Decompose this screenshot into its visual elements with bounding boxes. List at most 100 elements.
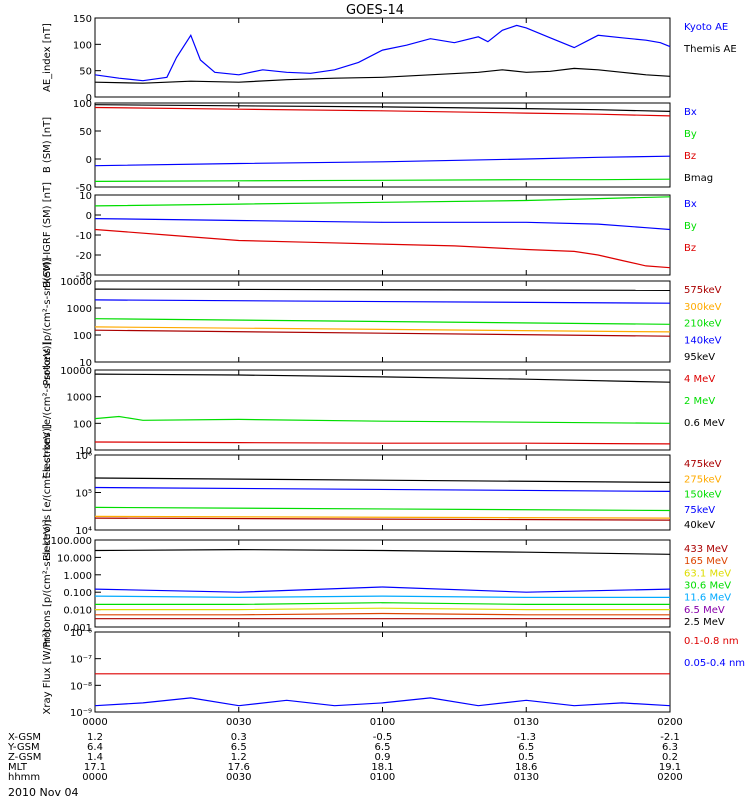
footer-value: 0200 (657, 772, 682, 783)
legend-entry: 63.1 MeV (684, 568, 731, 579)
series-2-mev (94, 415, 671, 424)
series-by (94, 196, 671, 207)
y-tick-label: 50 (79, 67, 92, 78)
legend-entry: 475keV (684, 459, 722, 470)
series-2-5-mev (94, 548, 671, 555)
footer-value: 6.5 (518, 742, 534, 753)
legend-entry: By (684, 129, 697, 140)
chart-title: GOES-14 (346, 3, 404, 18)
series-95kev (94, 288, 671, 291)
y-tick-label: 0.010 (63, 606, 92, 617)
series-kyoto-ae (94, 24, 671, 82)
footer-value: 0100 (370, 772, 395, 783)
legend-entry: 433 MeV (684, 544, 728, 555)
legend-entry: 4 MeV (684, 374, 715, 385)
y-tick-label: 10000 (60, 277, 92, 288)
date-label: 2010 Nov 04 (8, 786, 78, 799)
footer-value: 1.4 (87, 752, 103, 763)
series-300kev (94, 326, 671, 333)
y-tick-label: 50 (79, 127, 92, 138)
y-tick-label: 100 (73, 419, 92, 430)
legend-entry: 0.05-0.4 nm (684, 658, 745, 669)
footer-value: 6.3 (662, 742, 678, 753)
legend-entry: 275keV (684, 474, 722, 485)
y-tick-label: 100 (73, 331, 92, 342)
legend-entry: 30.6 MeV (684, 581, 731, 592)
legend-entry: Bx (684, 199, 697, 210)
series-bmag (94, 104, 671, 112)
footer-value: 18.6 (515, 762, 537, 773)
footer-value: 6.5 (231, 742, 247, 753)
legend-entry: 2.5 MeV (684, 617, 725, 628)
y-tick-label: 10⁵ (75, 489, 92, 500)
legend-entry: 75keV (684, 505, 715, 516)
y-tick-label: 0 (86, 211, 92, 222)
legend-entry: Bz (684, 151, 696, 162)
series-30-6-mev (95, 602, 670, 606)
series-63-1-mev (95, 607, 670, 611)
y-axis-label: Electrons [e/(cm²-s-sr-keV)] (42, 424, 53, 561)
legend-entry: Themis AE (683, 44, 737, 55)
legend-entry: 150keV (684, 490, 722, 501)
y-tick-label: 0 (86, 93, 92, 104)
footer-value: -0.5 (373, 732, 393, 743)
footer-value: 1.2 (231, 752, 247, 763)
series-150kev (94, 506, 671, 512)
y-tick-label: 100 (73, 40, 92, 51)
panel-7: 0.001 0.010 0.100 1.000 10.000 100.000Protons… (42, 519, 731, 647)
legend-entry: By (684, 221, 697, 232)
footer-value: 17.6 (228, 762, 250, 773)
footer-value: 0130 (514, 772, 539, 783)
footer-row-label: MLT (8, 762, 28, 773)
series-4-mev (94, 441, 671, 445)
y-tick-label: -50 (76, 183, 92, 194)
footer-value: 17.1 (84, 762, 106, 773)
series-0-05-0-4-nm (94, 697, 671, 707)
footer-value: 6.5 (375, 742, 391, 753)
legend-entry: 575keV (684, 285, 722, 296)
y-tick-label: 150 (73, 14, 92, 25)
footer-row-label: hhmm (8, 772, 40, 783)
series-165-mev (95, 612, 670, 616)
y-tick-label: 10 (79, 358, 92, 369)
y-tick-label: -30 (76, 271, 92, 282)
y-axis-label: Protons [p/(cm²-s-sr-keV)] (42, 519, 53, 647)
legend-entry: Bz (684, 243, 696, 254)
footer-value: 0.3 (231, 732, 247, 743)
legend-entry: 0.1-0.8 nm (684, 636, 739, 647)
series-bx (94, 155, 671, 167)
legend-entry: 95keV (684, 352, 715, 363)
y-tick-label: -20 (76, 251, 92, 262)
footer-value: 0.5 (518, 752, 534, 763)
footer-row-label: Y-GSM (7, 742, 40, 753)
footer-value: -2.1 (660, 732, 680, 743)
panel-2: -50 0 50 100 B (SM) [nT] Bx By Bz Bmag (42, 99, 713, 194)
footer-row-label: X-GSM (8, 732, 41, 743)
legend-entry: 210keV (684, 319, 722, 330)
series-140kev (94, 299, 671, 304)
panel-3: -30 -20 -10 0 10 B(SM)-IGRF (SM) [nT] Bx By Bz (42, 182, 697, 288)
series-bz (94, 106, 671, 117)
y-axis-label: Xray Flux [W/m²] (42, 629, 53, 714)
series-210kev (94, 318, 671, 325)
panel-frame (94, 369, 671, 451)
footer-value: 19.1 (659, 762, 681, 773)
series-11-6-mev (94, 595, 670, 599)
y-tick-label: 10.000 (57, 553, 92, 564)
panel-4: 10 100 1000 10000 Protons [p/(cm²-s-sr-keV)]… (42, 257, 722, 385)
legend-entry: 0.6 MeV (684, 418, 725, 429)
legend-entry: 40keV (684, 520, 715, 531)
x-tick-label: 0000 (82, 717, 107, 728)
footer-row-label: Z-GSM (8, 752, 41, 763)
series-0-6-mev (94, 373, 671, 383)
legend-entry: 6.5 MeV (684, 605, 725, 616)
ephemeris-footer: 0000 0030 0100 0130 0200 X-GSM 1.2 0.3 -0.5 -1.3 -… (7, 717, 683, 783)
legend-entry: 140keV (684, 335, 722, 346)
legend-entry: 165 MeV (684, 556, 728, 567)
footer-value: 0000 (82, 772, 107, 783)
x-tick-label: 0030 (226, 717, 251, 728)
series-bz (94, 228, 671, 269)
